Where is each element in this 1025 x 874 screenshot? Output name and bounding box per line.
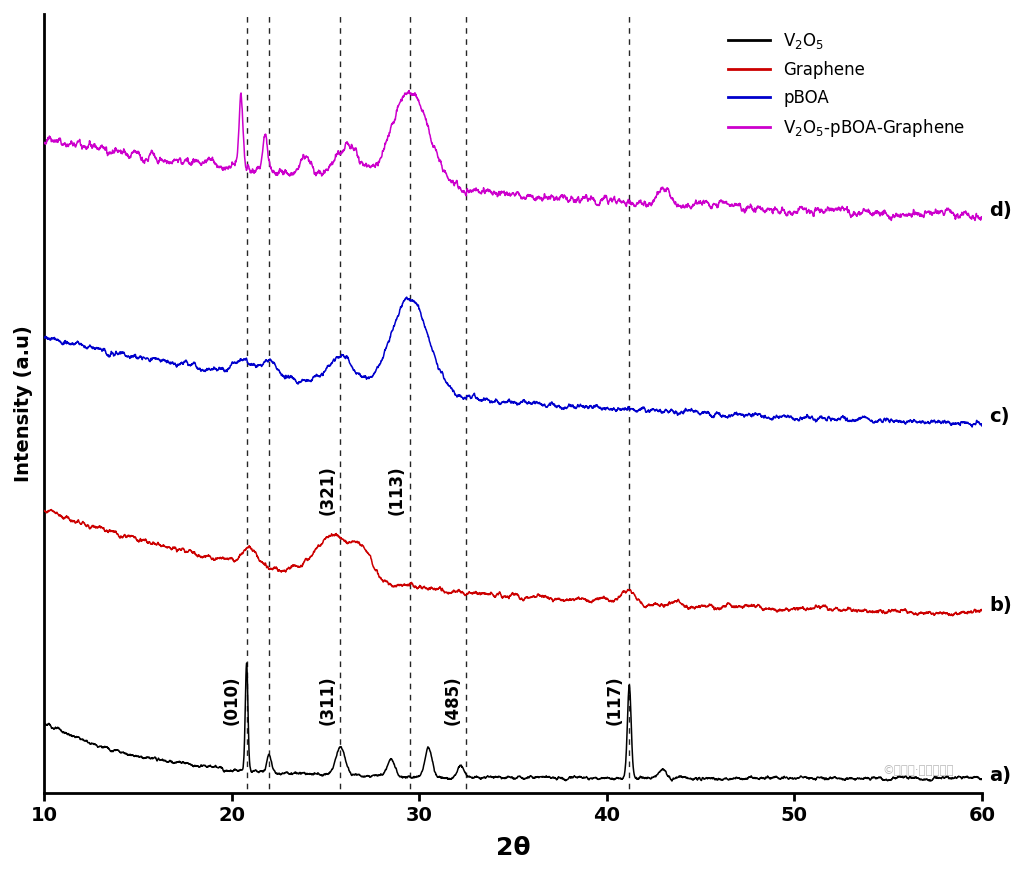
Y-axis label: Intensity (a.u): Intensity (a.u) [14, 325, 33, 482]
Text: b): b) [989, 596, 1013, 614]
Text: (311): (311) [319, 676, 336, 725]
Text: d): d) [989, 200, 1013, 219]
Text: (117): (117) [606, 676, 623, 725]
Text: (485): (485) [444, 676, 462, 725]
Text: (113): (113) [387, 466, 406, 516]
X-axis label: 2θ: 2θ [496, 836, 530, 860]
Legend: V$_2$O$_5$, Graphene, pBOA, V$_2$O$_5$-pBOA-Graphene: V$_2$O$_5$, Graphene, pBOA, V$_2$O$_5$-p… [720, 22, 974, 147]
Text: (321): (321) [319, 466, 336, 516]
Text: ©公众号·石墨烯研究: ©公众号·石墨烯研究 [883, 764, 954, 777]
Text: (010): (010) [222, 676, 241, 725]
Text: a): a) [989, 766, 1012, 785]
Text: c): c) [989, 407, 1010, 426]
